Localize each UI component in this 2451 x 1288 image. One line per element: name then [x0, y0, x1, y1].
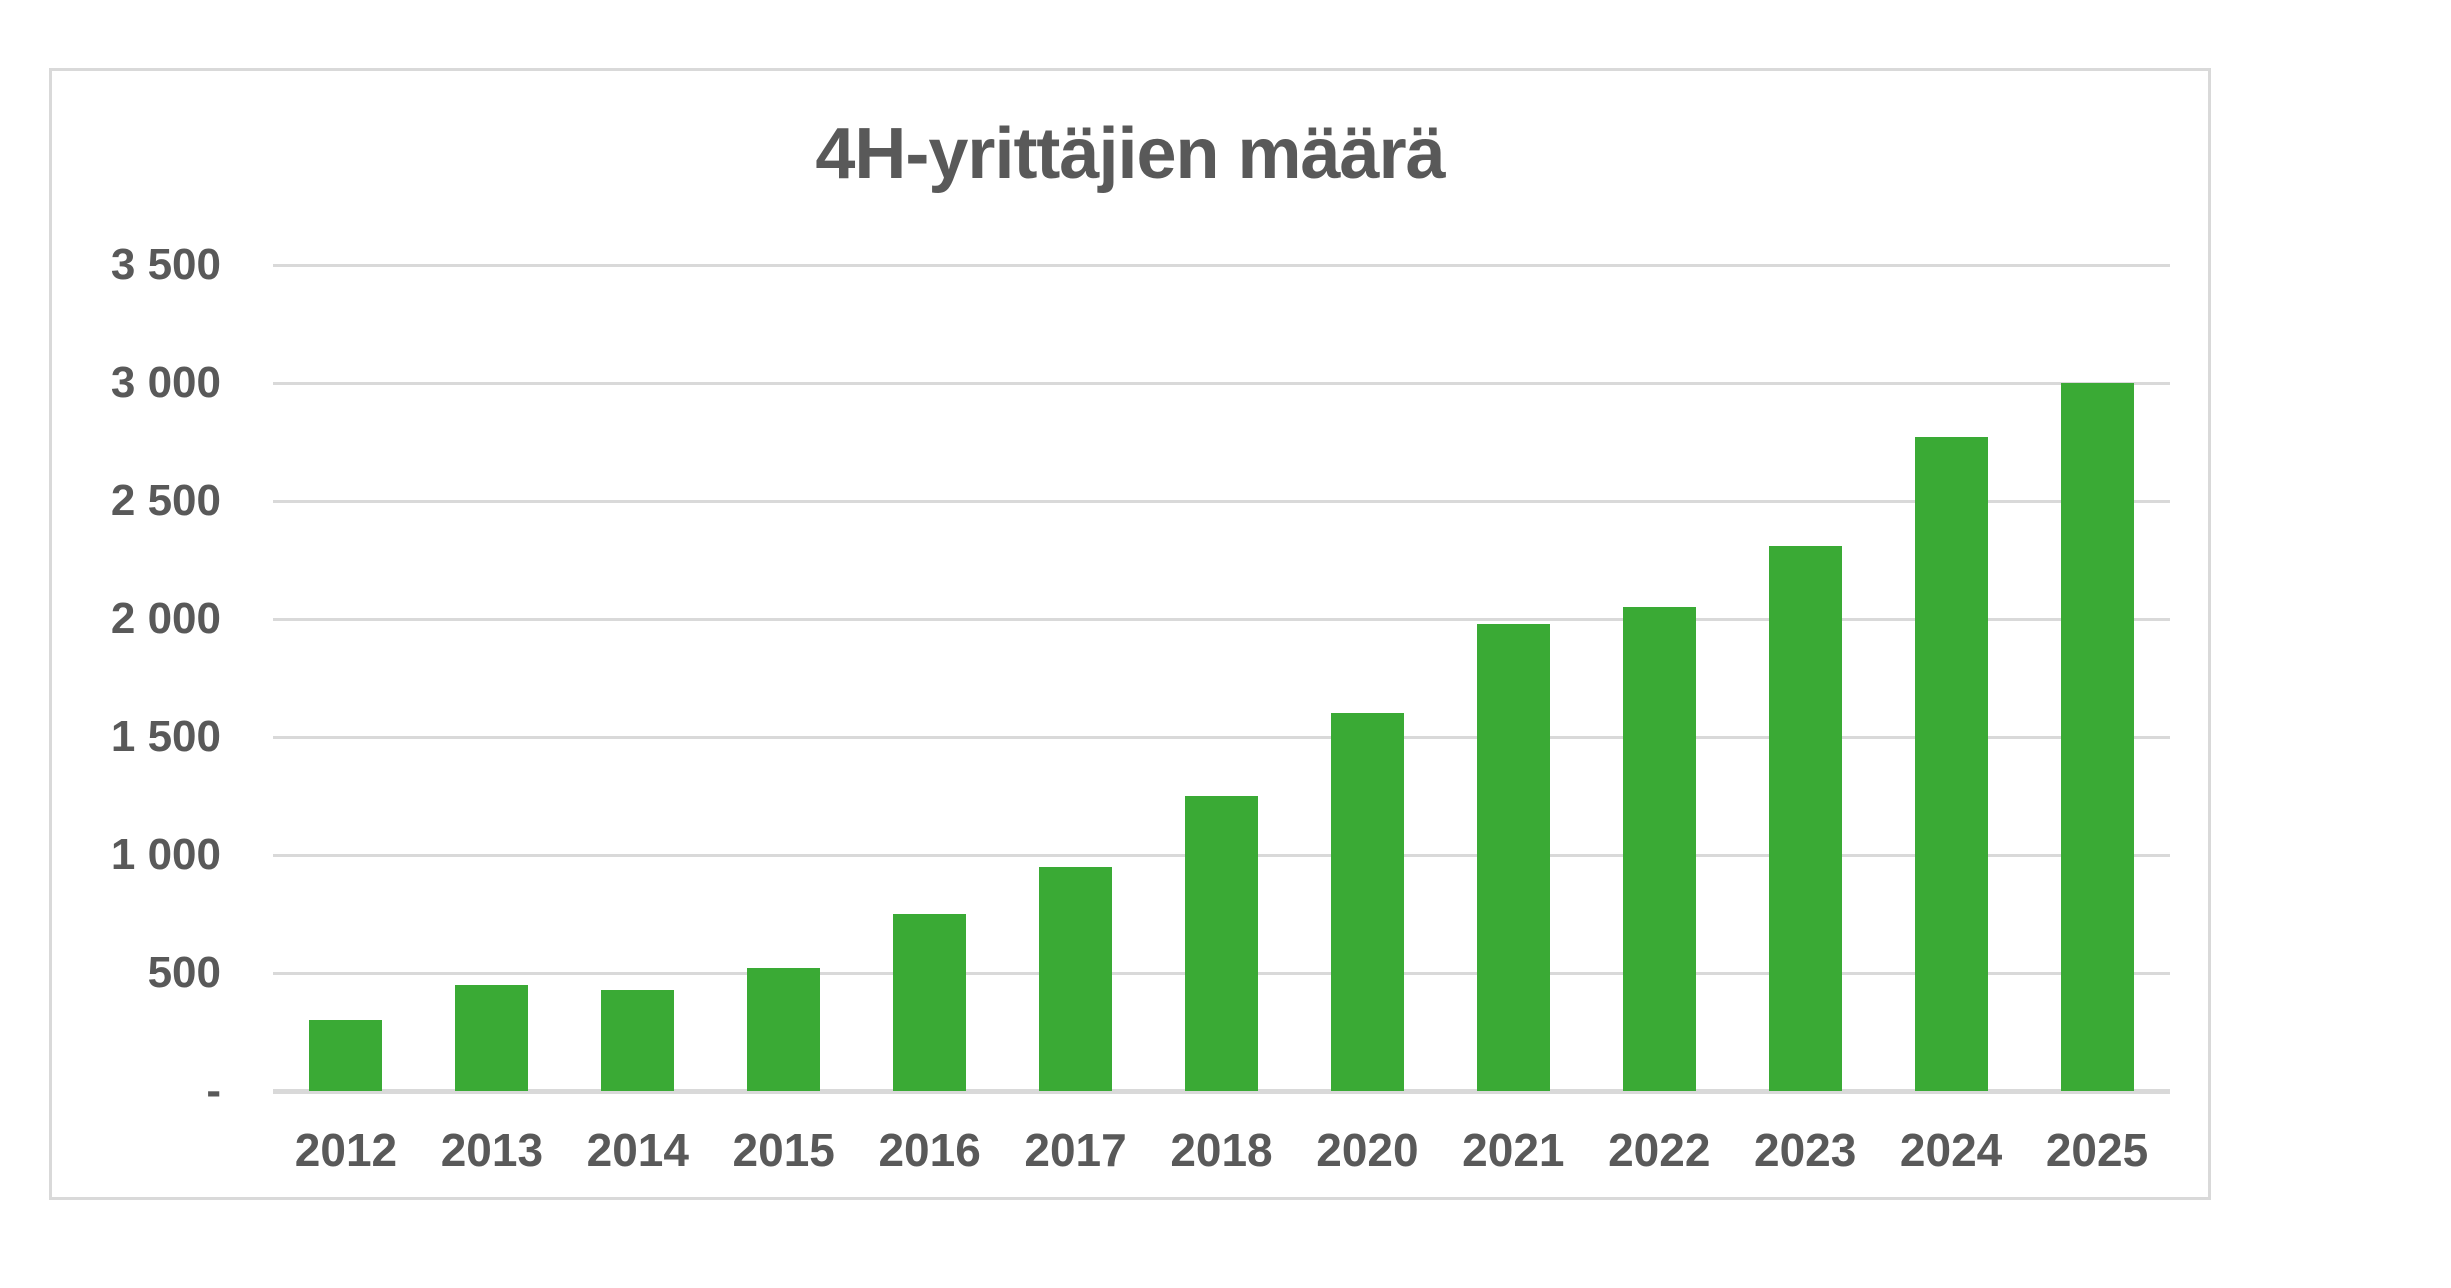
x-tick-label-2012: 2012: [294, 1124, 398, 1176]
bar-2014: [601, 989, 675, 1091]
plot-area: [273, 263, 2170, 1094]
bar-2018: [1185, 796, 1258, 1091]
x-tick-label-2018: 2018: [1170, 1124, 1273, 1176]
bar-2023: [1768, 545, 1842, 1091]
y-tick-label-3000: 3 000: [110, 358, 221, 407]
y-tick-label-500: 500: [147, 948, 221, 997]
gridline-1500: [273, 735, 2170, 739]
gridline-3500: [273, 263, 2170, 267]
bar-2020: [1330, 713, 1404, 1091]
chart-title: 4H-yrittäjien määrä: [815, 114, 1445, 194]
x-tick-label-2015: 2015: [732, 1124, 835, 1176]
y-tick-label-0: -: [206, 1066, 221, 1115]
bar-2021: [1476, 623, 1550, 1091]
x-tick-label-2021: 2021: [1462, 1124, 1565, 1176]
bar-2025: [2060, 383, 2134, 1091]
bar-2012: [309, 1020, 383, 1091]
bar-2015: [747, 968, 821, 1091]
x-tick-label-2014: 2014: [586, 1124, 689, 1176]
x-tick-label-2013: 2013: [440, 1124, 544, 1176]
gridline-2000: [273, 617, 2170, 621]
x-tick-label-2023: 2023: [1754, 1124, 1857, 1176]
y-tick-label-2500: 2 500: [110, 476, 221, 525]
y-tick-label-2000: 2 000: [110, 594, 221, 643]
x-tick-label-2020: 2020: [1316, 1124, 1419, 1176]
y-tick-label-1000: 1 000: [110, 830, 221, 879]
y-tick-label-1500: 1 500: [110, 712, 221, 761]
x-tick-label-2017: 2017: [1024, 1124, 1127, 1176]
x-tick-label-2024: 2024: [1899, 1124, 2003, 1176]
gridline-2500: [273, 499, 2170, 503]
chart-container: 4H-yrittäjien määrä 3 500 3 000 2 500 2 000…: [49, 68, 2211, 1200]
bar-2017: [1039, 866, 1113, 1091]
gridline-3000: [273, 381, 2170, 385]
x-tick-label-2016: 2016: [878, 1124, 981, 1176]
bar-2013: [455, 984, 529, 1091]
x-tick-label-2022: 2022: [1608, 1124, 1711, 1176]
bar-2016: [893, 914, 967, 1091]
bar-2024: [1914, 437, 1988, 1091]
bar-2022: [1622, 607, 1696, 1091]
y-tick-label-3500: 3 500: [110, 240, 221, 289]
x-tick-label-2025: 2025: [2045, 1124, 2149, 1176]
gridline-0: [273, 1089, 2170, 1094]
